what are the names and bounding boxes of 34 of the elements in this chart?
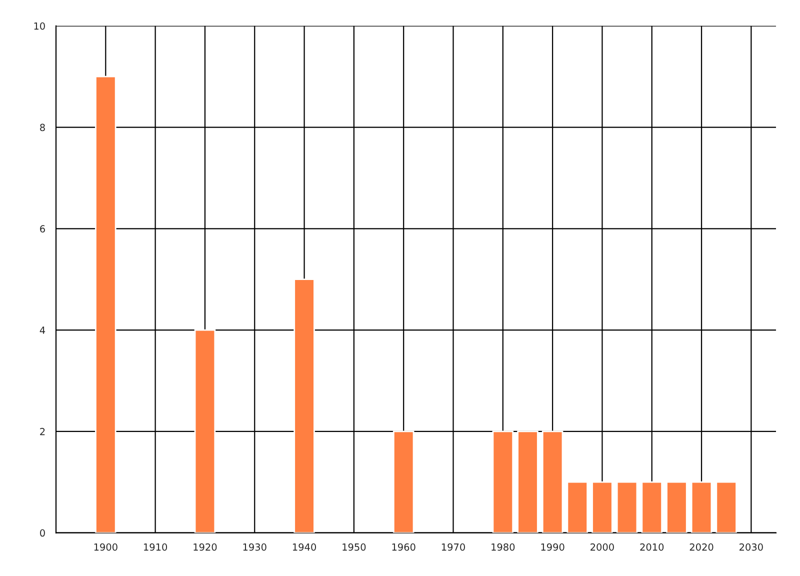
x-tick-label: 1960 (392, 543, 416, 551)
bar (616, 481, 638, 533)
x-tick-label: 2030 (740, 543, 763, 551)
bar (690, 481, 712, 533)
bar (566, 481, 588, 533)
bar (194, 329, 216, 533)
bar (542, 430, 564, 533)
bar (666, 481, 688, 533)
x-tick-label: 1990 (541, 543, 564, 551)
bar (592, 481, 613, 533)
x-tick-label: 1980 (492, 543, 515, 551)
y-tick-label: 8 (40, 124, 45, 132)
bar (517, 430, 538, 533)
x-tick-label: 1970 (442, 543, 465, 551)
bar (95, 76, 116, 533)
bar (294, 278, 315, 533)
x-tick-label: 1930 (243, 543, 266, 551)
bar (641, 481, 662, 533)
bar (392, 430, 414, 533)
y-tick-label: 4 (40, 326, 46, 334)
bar (492, 430, 514, 533)
y-tick-label: 0 (40, 529, 45, 537)
x-tick-label: 1950 (342, 543, 366, 551)
x-tick-label: 1910 (144, 543, 168, 551)
y-tick-label: 2 (40, 428, 45, 436)
y-tick-label: 10 (34, 22, 45, 30)
x-tick-label: 1920 (194, 543, 217, 551)
x-tick-label: 2020 (690, 543, 714, 551)
x-tick-label: 2000 (590, 543, 614, 551)
x-tick-label: 1940 (292, 543, 316, 551)
y-tick-label: 6 (40, 225, 45, 233)
bar (716, 481, 737, 533)
x-tick-label: 1900 (94, 543, 118, 551)
x-tick-label: 2010 (640, 543, 664, 551)
